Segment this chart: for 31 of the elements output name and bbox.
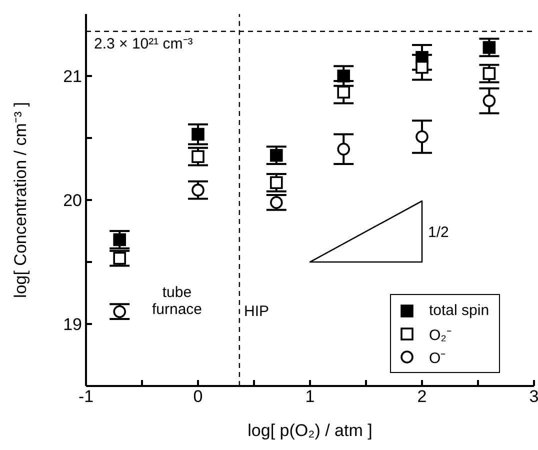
point: [192, 128, 204, 141]
x-tick-label: 2: [417, 387, 427, 406]
x-tick-label: 3: [529, 387, 538, 406]
x-axis-title: log[ p(O₂) / atm ]: [248, 421, 372, 440]
point: [337, 142, 350, 156]
point: [192, 184, 204, 196]
point: [482, 94, 496, 108]
legend-label: O₂⁻: [429, 326, 452, 344]
annotation: 1/2: [428, 224, 449, 241]
legend-label: total spin: [429, 302, 490, 319]
y-axis-title: log[ Concentration / cm⁻³ ]: [11, 102, 30, 298]
point: [337, 70, 350, 82]
point: [337, 86, 350, 99]
point: [270, 148, 283, 162]
point: [416, 130, 428, 144]
annotation: HIP: [244, 303, 270, 320]
point: [192, 150, 204, 163]
legend-label: O⁻: [429, 348, 446, 366]
point: [270, 176, 283, 190]
point: [482, 67, 496, 80]
point: [113, 305, 126, 318]
y-tick-label: 21: [63, 67, 82, 86]
point: [416, 60, 428, 74]
x-tick-label: -1: [78, 387, 94, 406]
x-tick-label: 1: [305, 387, 315, 406]
x-tick-label: 0: [193, 387, 203, 406]
annotation: tube furnace: [152, 284, 202, 318]
y-tick-label: 19: [63, 315, 82, 334]
ref-line-label: 2.3 × 10²¹ cm⁻³: [94, 35, 193, 52]
point: [482, 41, 496, 54]
y-tick-label: 20: [63, 191, 82, 210]
